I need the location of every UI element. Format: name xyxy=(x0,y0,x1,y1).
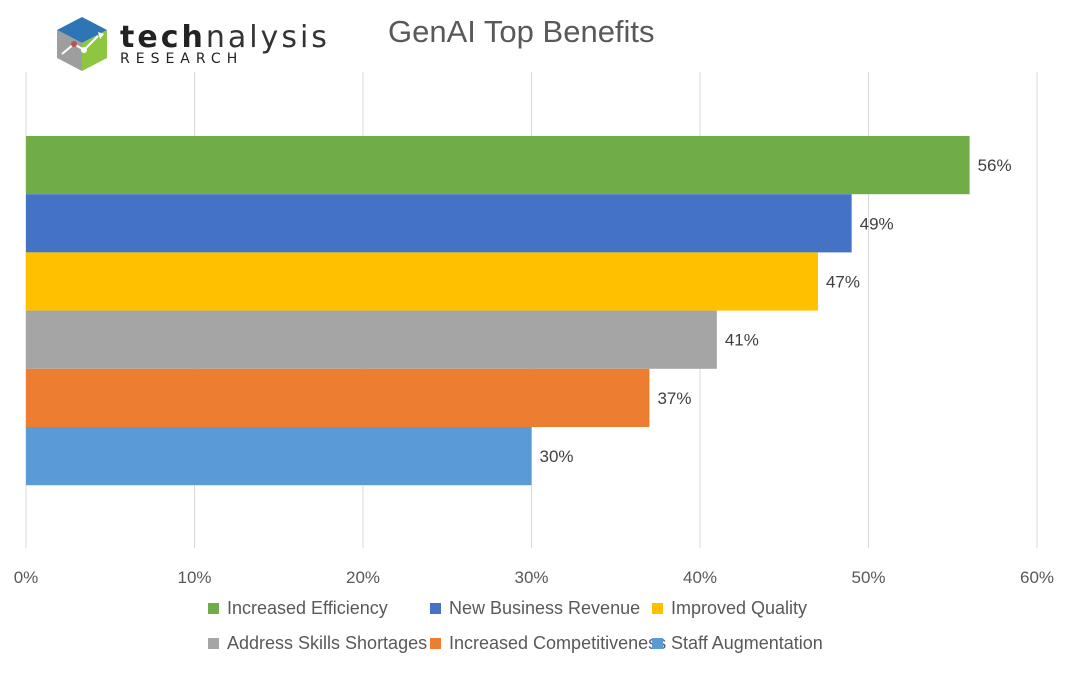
logo-wordmark: technalysis xyxy=(120,20,330,55)
legend-swatch xyxy=(430,603,441,614)
legend-label: Address Skills Shortages xyxy=(227,633,428,653)
legend-item: Staff Augmentation xyxy=(652,633,868,654)
legend-item: Improved Quality xyxy=(652,598,868,619)
legend-label: Increased Efficiency xyxy=(227,598,388,618)
x-tick-label: 60% xyxy=(1020,568,1054,587)
legend-label: New Business Revenue xyxy=(449,598,641,618)
bar-data-label: 30% xyxy=(540,447,574,466)
x-tick-label: 0% xyxy=(14,568,39,587)
x-tick-label: 20% xyxy=(346,568,380,587)
bar xyxy=(26,427,532,486)
cube-logo-icon xyxy=(57,17,107,71)
legend-item: Increased Efficiency xyxy=(208,598,430,619)
x-tick-label: 50% xyxy=(851,568,885,587)
chart-legend: Increased Efficiency New Business Revenue… xyxy=(208,598,868,654)
legend-swatch xyxy=(430,638,441,649)
bar xyxy=(26,136,970,195)
legend-swatch xyxy=(652,603,663,614)
bar-data-label: 37% xyxy=(657,389,691,408)
bar-data-label: 41% xyxy=(725,331,759,350)
bar-data-label: 56% xyxy=(978,156,1012,175)
legend-item: New Business Revenue xyxy=(430,598,652,619)
bar xyxy=(26,194,852,253)
technalysis-logo: technalysis RESEARCH xyxy=(52,14,342,76)
legend-swatch xyxy=(208,603,219,614)
legend-item: Address Skills Shortages xyxy=(208,633,430,654)
bar-data-label: 47% xyxy=(826,273,860,292)
chart-title: GenAI Top Benefits xyxy=(388,14,655,49)
legend-label: Improved Quality xyxy=(671,598,808,618)
x-tick-label: 40% xyxy=(683,568,717,587)
bar xyxy=(26,368,650,427)
legend-label: Increased Competitiveness xyxy=(449,633,667,653)
bar xyxy=(26,310,717,369)
legend-swatch xyxy=(208,638,219,649)
legend-swatch xyxy=(652,638,663,649)
x-tick-label: 30% xyxy=(514,568,548,587)
bar-data-label: 49% xyxy=(860,214,894,233)
legend-label: Staff Augmentation xyxy=(671,633,823,653)
logo-subtitle: RESEARCH xyxy=(120,51,244,67)
legend-item: Increased Competitiveness xyxy=(430,633,666,654)
x-tick-label: 10% xyxy=(177,568,211,587)
bar xyxy=(26,252,818,311)
